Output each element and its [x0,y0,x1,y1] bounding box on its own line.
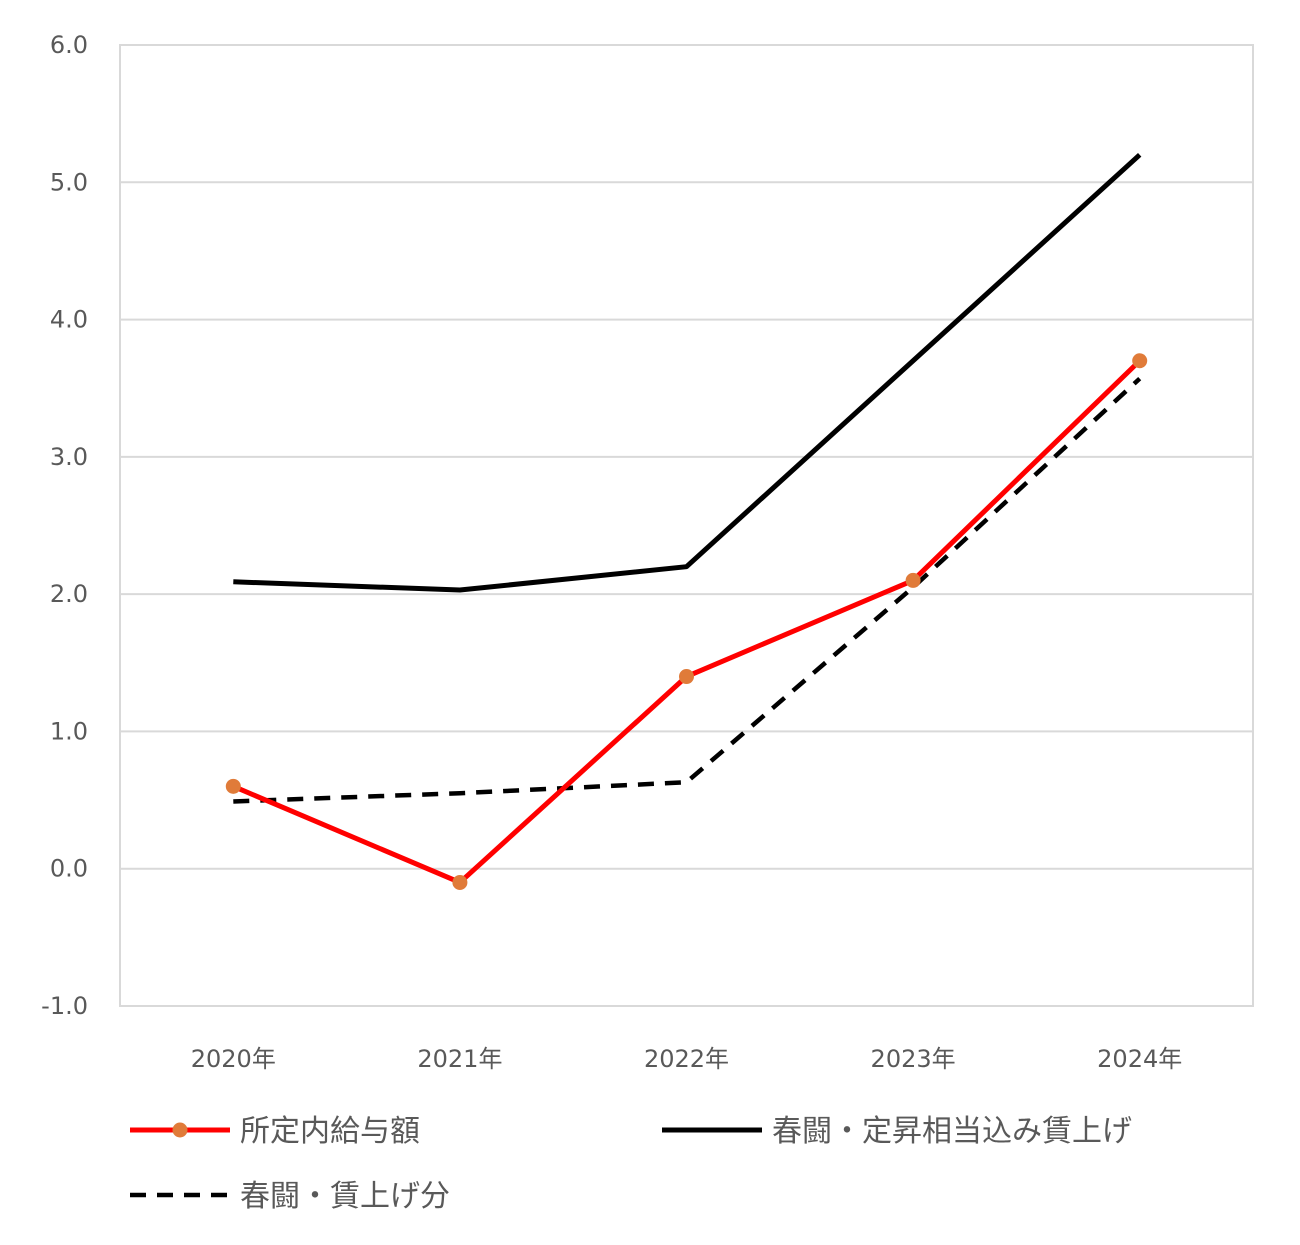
series-lines [225,152,1148,890]
data-point-marker [452,874,468,890]
data-point-marker [679,669,694,685]
data-point-marker [1132,353,1148,369]
y-tick-label: 0.0 [50,855,88,883]
legend-label: 所定内給与額 [240,1114,420,1149]
y-axis-ticks: 6.0 5.0 4.0 3.0 2.0 1.0 0.0 -1.0 [41,31,88,1020]
series-line [233,152,1142,593]
plot-area [119,44,1254,1007]
legend-item: 所定内給与額 [130,1114,420,1149]
x-tick-label: 2023年 [871,1045,956,1073]
y-tick-label: 4.0 [50,306,88,334]
legend-item: 春闘・定昇相当込み賃上げ [662,1114,1132,1149]
x-tick-label: 2024年 [1097,1045,1182,1073]
legend-item: 春闘・賃上げ分 [130,1179,450,1214]
legend-marker [172,1122,188,1138]
y-tick-label: 6.0 [50,31,88,59]
y-tick-label: 5.0 [50,168,88,196]
x-tick-label: 2020年 [191,1045,276,1073]
x-tick-label: 2021年 [417,1045,502,1073]
x-axis-ticks: 2020年 2021年 2022年 2023年 2024年 [191,1045,1182,1073]
x-tick-label: 2022年 [644,1045,729,1073]
y-tick-label: 1.0 [50,717,88,745]
y-tick-label: 2.0 [50,580,88,608]
gridlines [120,181,1253,870]
legend-label: 春闘・定昇相当込み賃上げ [772,1114,1132,1149]
data-point-marker [225,778,241,794]
y-tick-label: -1.0 [41,992,88,1020]
legend-label: 春闘・賃上げ分 [240,1179,450,1214]
y-tick-label: 3.0 [50,443,88,471]
data-point-marker [905,572,921,588]
